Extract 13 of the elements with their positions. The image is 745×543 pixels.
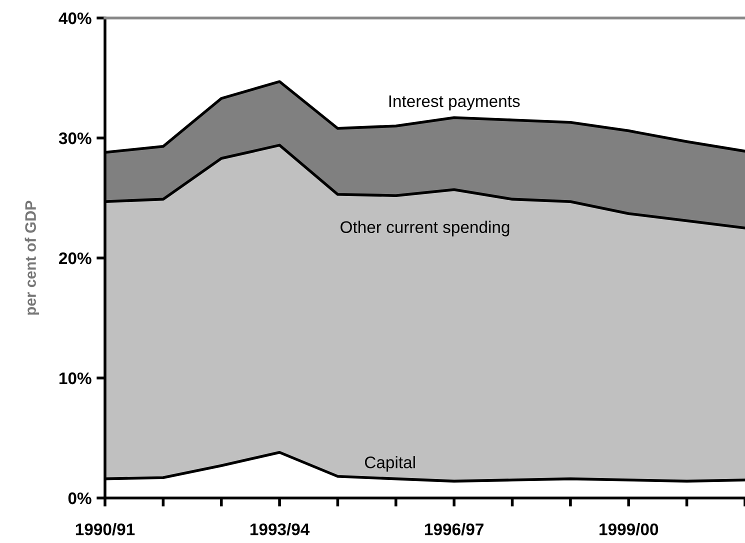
x-tick-label: 1990/91 bbox=[76, 523, 135, 536]
y-tick-label: 20% bbox=[59, 252, 92, 264]
series-label: Other current spending bbox=[340, 220, 510, 236]
y-tick-label: 0% bbox=[68, 492, 92, 504]
y-axis-title: per cent of GDP bbox=[24, 200, 40, 315]
y-tick-label: 40% bbox=[58, 12, 92, 24]
x-tick-label: 1999/00 bbox=[600, 523, 658, 536]
series-label: Interest payments bbox=[389, 95, 520, 110]
y-tick-label: 10% bbox=[60, 372, 92, 384]
x-tick-label: 1996/97 bbox=[425, 523, 484, 536]
series-label: Capital bbox=[365, 456, 415, 472]
y-tick-label: 30% bbox=[58, 132, 92, 144]
x-tick-label: 1993/94 bbox=[250, 523, 310, 536]
